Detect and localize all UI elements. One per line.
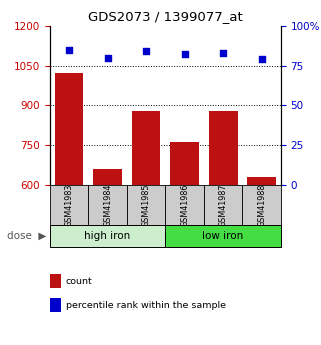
Bar bbox=[204, 185, 242, 225]
Point bbox=[66, 47, 72, 52]
Bar bbox=[170, 142, 199, 185]
Point bbox=[259, 57, 264, 62]
Text: GSM41987: GSM41987 bbox=[219, 183, 228, 227]
Text: GSM41984: GSM41984 bbox=[103, 183, 112, 227]
Bar bbox=[165, 225, 281, 247]
Text: GSM41985: GSM41985 bbox=[142, 183, 151, 227]
Text: low iron: low iron bbox=[203, 231, 244, 241]
Bar bbox=[50, 185, 88, 225]
Text: count: count bbox=[66, 277, 92, 286]
Point bbox=[182, 52, 187, 57]
Text: percentile rank within the sample: percentile rank within the sample bbox=[66, 301, 226, 310]
Point bbox=[221, 50, 226, 56]
Bar bbox=[93, 169, 122, 185]
Title: GDS2073 / 1399077_at: GDS2073 / 1399077_at bbox=[88, 10, 243, 23]
Bar bbox=[88, 185, 127, 225]
Bar bbox=[165, 185, 204, 225]
Text: GSM41983: GSM41983 bbox=[65, 183, 74, 227]
Bar bbox=[242, 185, 281, 225]
Bar bbox=[247, 177, 276, 185]
Bar bbox=[209, 110, 238, 185]
Text: GSM41986: GSM41986 bbox=[180, 183, 189, 227]
Bar bbox=[132, 110, 160, 185]
Bar bbox=[55, 73, 83, 185]
Text: high iron: high iron bbox=[84, 231, 131, 241]
Text: GSM41988: GSM41988 bbox=[257, 183, 266, 227]
Bar bbox=[50, 225, 165, 247]
Point bbox=[143, 49, 149, 54]
Point bbox=[105, 55, 110, 60]
Text: dose  ▶: dose ▶ bbox=[6, 231, 46, 241]
Bar bbox=[127, 185, 165, 225]
